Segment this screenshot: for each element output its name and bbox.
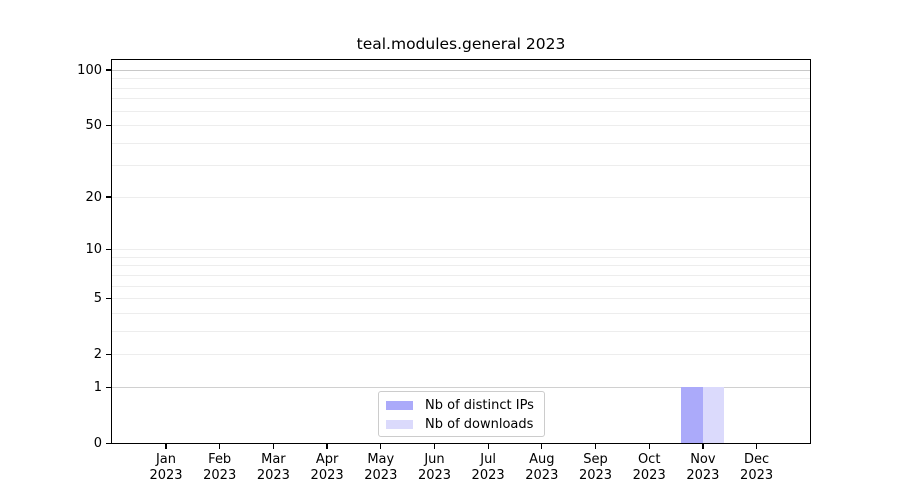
gridline (112, 354, 810, 356)
bar-distinct-ips (681, 386, 703, 443)
y-tick-label: 1 (93, 379, 102, 395)
gridline (112, 196, 810, 198)
gridline (112, 285, 810, 287)
x-tick (433, 443, 436, 449)
x-tick (487, 443, 489, 449)
x-tick-label: Dec 2023 (740, 452, 774, 483)
legend-item: Nb of distinct IPs (379, 396, 544, 415)
chart-title: teal.modules.general 2023 (356, 35, 566, 53)
x-tick-label: Apr 2023 (310, 452, 344, 483)
y-tick (105, 442, 113, 444)
gridline (112, 125, 810, 127)
y-tick (105, 196, 113, 198)
legend-swatch-downloads (386, 419, 413, 430)
x-tick-label: May 2023 (364, 452, 398, 483)
gridline-major (112, 386, 810, 388)
y-tick-label: 2 (93, 347, 102, 362)
plot-area (111, 59, 811, 444)
y-tick (105, 353, 113, 356)
gridline (112, 330, 810, 332)
x-tick-label: Nov 2023 (686, 452, 720, 483)
x-tick (219, 443, 221, 449)
x-tick (648, 443, 650, 449)
gridline (112, 256, 810, 258)
gridline (112, 312, 810, 314)
x-tick-label: Oct 2023 (632, 452, 666, 483)
x-tick (756, 443, 758, 449)
x-tick (380, 443, 382, 449)
y-tick-label: 0 (93, 435, 102, 451)
x-tick (541, 443, 543, 449)
x-tick-label: Aug 2023 (525, 452, 559, 483)
x-tick-label: Jul 2023 (471, 452, 505, 483)
x-tick-label: Jan 2023 (149, 452, 183, 483)
x-tick-label: Mar 2023 (256, 452, 290, 483)
x-tick (594, 443, 597, 449)
y-tick (105, 124, 113, 126)
x-tick-label: Feb 2023 (203, 452, 237, 483)
gridline (112, 110, 810, 112)
gridline (112, 274, 810, 276)
gridline (112, 265, 810, 267)
y-tick-label: 5 (93, 290, 102, 306)
y-tick-label: 100 (77, 62, 102, 78)
y-tick-label: 50 (85, 117, 102, 133)
y-tick (105, 386, 113, 388)
gridline (112, 87, 810, 89)
x-tick (272, 443, 274, 449)
gridline (112, 98, 810, 100)
legend-item-label: Nb of distinct IPs (425, 398, 534, 413)
legend-swatch-distinct-ips (386, 400, 413, 411)
x-tick (702, 443, 704, 449)
gridline (112, 78, 810, 80)
gridline (112, 249, 810, 251)
legend: Nb of distinct IPs Nb of downloads (378, 391, 545, 437)
y-tick (105, 248, 113, 250)
y-tick (105, 297, 113, 300)
gridline (112, 298, 810, 300)
y-tick (105, 69, 113, 71)
y-tick-label: 20 (85, 189, 102, 205)
y-tick-label: 10 (85, 241, 102, 257)
gridline-major (112, 69, 810, 71)
legend-item: Nb of downloads (379, 415, 544, 434)
x-tick (165, 443, 167, 449)
x-tick (326, 443, 328, 449)
x-tick-label: Jun 2023 (417, 452, 452, 483)
bar-downloads (702, 386, 725, 443)
legend-item-label: Nb of downloads (425, 417, 534, 432)
gridline (112, 142, 810, 144)
gridline (112, 165, 810, 167)
x-tick-label: Sep 2023 (578, 452, 613, 483)
